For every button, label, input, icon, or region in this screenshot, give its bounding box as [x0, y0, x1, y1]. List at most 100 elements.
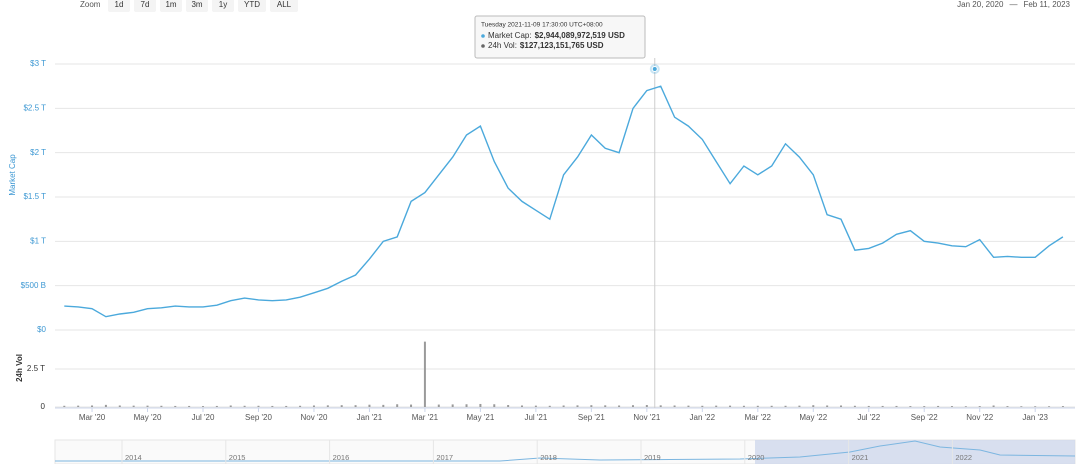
tooltip-bullet [481, 44, 485, 48]
volume-bar [770, 405, 773, 407]
volume-bar [950, 406, 953, 407]
zoom-button-bg [160, 0, 182, 12]
tooltip-item-value: $127,123,151,765 USD [520, 41, 604, 50]
volume-bar [645, 405, 648, 407]
navigator-year: 2014 [125, 453, 142, 462]
volume-bar [548, 405, 551, 407]
volume-bar [826, 405, 829, 407]
zoom-label: Zoom [80, 0, 101, 9]
y-tick-label: $1.5 T [23, 192, 46, 201]
volume-bar [465, 404, 468, 407]
volume-tick-label: 0 [41, 402, 46, 411]
volume-bar [618, 405, 621, 407]
zoom-buttons: 1d 7d 1m 3m 1y YTD ALL [108, 0, 298, 12]
zoom-button-bg [270, 0, 298, 12]
tooltip-item-value: $2,944,089,972,519 USD [535, 31, 626, 40]
x-tick-label: Jul '21 [524, 413, 547, 422]
x-tick-label: Jul '22 [857, 413, 880, 422]
volume-bar [534, 405, 537, 407]
volume-bar [992, 405, 995, 407]
zoom-button[interactable]: 1m [160, 0, 182, 12]
tooltip-date: Tuesday 2021-11-09 17:30:00 UTC+08:00 [481, 22, 603, 29]
volume-bar [729, 405, 732, 407]
y-axis-title: Market Cap [8, 154, 17, 196]
x-tick-label: Mar '21 [412, 413, 439, 422]
volume-bar [659, 405, 662, 407]
date-range-from: Jan 20, 2020 [957, 0, 1004, 9]
zoom-button[interactable]: 3m [186, 0, 208, 12]
volume-bar [840, 405, 843, 407]
volume-bar [243, 405, 246, 407]
volume-bar [1061, 406, 1064, 407]
volume-bar [881, 405, 884, 407]
volume-bar [354, 405, 357, 407]
volume-bar [978, 406, 981, 407]
x-tick-label: Nov '21 [633, 413, 660, 422]
volume-bar [1048, 406, 1051, 407]
x-tick-label: May '20 [134, 413, 162, 422]
volume-bar [756, 405, 759, 407]
navigator-selection [755, 440, 1075, 464]
zoom-button[interactable]: 1d [108, 0, 130, 12]
zoom-button-label: 1m [165, 0, 176, 9]
date-range-separator: — [1009, 0, 1017, 9]
zoom-button[interactable]: YTD [238, 0, 266, 12]
zoom-button-label: 3m [191, 0, 202, 9]
x-tick-label: Nov '22 [966, 413, 993, 422]
navigator-year: 2020 [748, 453, 765, 462]
volume-bar [937, 405, 940, 407]
x-tick-label: May '22 [799, 413, 827, 422]
volume-bar [576, 405, 579, 407]
volume-bar [423, 341, 426, 407]
tooltip-item: 24h Vol: $127,123,151,765 USD [488, 41, 604, 50]
navigator-year: 2019 [644, 453, 661, 462]
volume-bar [299, 405, 302, 407]
zoom-button-label: YTD [244, 0, 260, 9]
volume-tick-label: 2.5 T [27, 364, 45, 373]
y-tick-label: $0 [37, 325, 46, 334]
x-tick-label: Jan '23 [1022, 413, 1048, 422]
volume-bar [562, 405, 565, 407]
tooltip-bullet [481, 34, 485, 38]
x-tick-label: Jul '20 [192, 413, 215, 422]
zoom-button-label: 1d [115, 0, 124, 9]
tooltip: Tuesday 2021-11-09 17:30:00 UTC+08:00 Mar… [474, 15, 646, 59]
zoom-button-bg [238, 0, 266, 12]
x-tick-label: Jan '22 [690, 413, 716, 422]
volume-bar [923, 406, 926, 407]
tooltip-item-label: Market Cap: [488, 31, 532, 40]
navigator-year: 2017 [436, 453, 453, 462]
volume-bar [590, 405, 593, 407]
zoom-button[interactable]: 1y [212, 0, 234, 12]
volume-bar [715, 405, 718, 407]
volume-bar [1020, 406, 1023, 407]
volume-bar [368, 404, 371, 407]
volume-bar [853, 405, 856, 407]
volume-bar [1034, 406, 1037, 407]
volume-bar [104, 404, 107, 407]
volume-bar [798, 405, 801, 407]
volume-bar [812, 405, 815, 407]
zoom-button[interactable]: ALL [270, 0, 298, 12]
volume-bar [285, 405, 288, 407]
volume-bar [521, 405, 524, 407]
zoom-button-bg [108, 0, 130, 12]
navigator-year: 2022 [955, 453, 972, 462]
zoom-button-label: 1y [219, 0, 227, 9]
volume-bar [77, 405, 80, 407]
y-tick-label: $1 T [30, 236, 46, 245]
volume-bar [91, 405, 94, 407]
x-tick-label: Sep '22 [911, 413, 938, 422]
volume-bar [202, 406, 204, 407]
zoom-button-label: ALL [277, 0, 292, 9]
zoom-button[interactable]: 7d [134, 0, 156, 12]
navigator: 2014 2015 2016 2017 2018 2019 2020 2021 2022 [54, 439, 1076, 465]
volume-bar [312, 405, 315, 407]
market-cap-line [64, 85, 1064, 318]
zoom-button-bg [134, 0, 156, 12]
x-tick-label: May '21 [467, 413, 495, 422]
volume-bar [271, 405, 274, 407]
volume-bar [867, 405, 870, 407]
y-tick-label: $500 B [21, 281, 46, 290]
